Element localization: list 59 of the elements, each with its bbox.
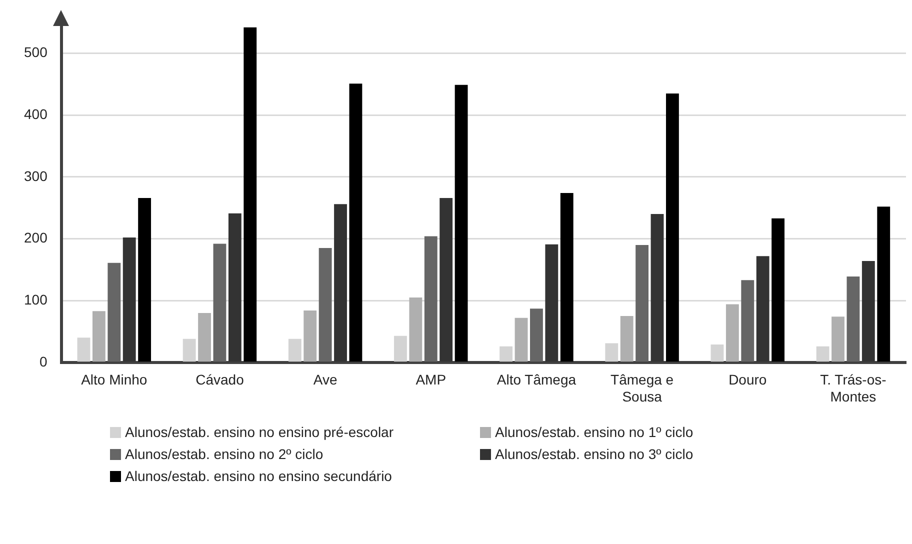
bar xyxy=(560,193,574,362)
bar xyxy=(349,84,362,362)
bar xyxy=(772,218,784,362)
bar xyxy=(741,280,754,362)
x-tick-label: Alto Minho xyxy=(81,372,148,388)
bar xyxy=(605,343,618,362)
legend-label: Alunos/estab. ensino no 1º ciclo xyxy=(495,424,694,440)
legend-label: Alunos/estab. ensino no 2º ciclo xyxy=(125,446,324,462)
legend-label: Alunos/estab. ensino no ensino secundário xyxy=(125,468,392,484)
legend-label: Alunos/estab. ensino no ensino pré-escolar xyxy=(125,424,394,440)
x-tick-label: Douro xyxy=(728,372,767,388)
bar xyxy=(334,204,347,362)
bar xyxy=(710,344,724,362)
bar xyxy=(500,346,513,362)
bar xyxy=(440,198,453,362)
bar xyxy=(288,338,302,362)
bar xyxy=(213,244,226,362)
y-tick-label: 300 xyxy=(24,168,48,184)
bar xyxy=(122,238,136,362)
bar xyxy=(228,213,242,362)
bar xyxy=(726,304,739,362)
y-tick-label: 0 xyxy=(40,353,48,370)
bar xyxy=(620,316,634,362)
x-tick-label: Alto Tâmega xyxy=(496,372,576,388)
bar xyxy=(530,308,543,362)
x-tick-label: Ave xyxy=(313,372,338,388)
bar xyxy=(304,310,317,362)
bar xyxy=(92,311,106,362)
bar xyxy=(454,84,468,362)
x-tick-label: AMP xyxy=(416,372,446,388)
bar xyxy=(514,318,528,362)
y-tick-label: 100 xyxy=(24,291,48,308)
bar xyxy=(816,346,830,362)
legend-label: Alunos/estab. ensino no 3º ciclo xyxy=(495,446,694,462)
bar xyxy=(409,297,422,362)
bar xyxy=(424,236,438,362)
bar xyxy=(77,338,90,362)
bar xyxy=(244,27,257,362)
x-tick-label: T. Trás-os-Montes xyxy=(820,372,887,404)
y-tick-label: 200 xyxy=(24,230,48,246)
bar xyxy=(394,336,407,362)
x-tick-label: Tâmega e Sousa xyxy=(610,372,674,404)
bar xyxy=(650,214,664,362)
bar xyxy=(198,312,211,362)
bar xyxy=(182,338,196,362)
bar xyxy=(832,316,844,362)
y-tick-label: 400 xyxy=(24,106,48,122)
bar xyxy=(862,261,875,362)
x-tick-label: Cávado xyxy=(196,372,244,388)
bar xyxy=(138,198,152,362)
bar xyxy=(877,206,890,362)
bar xyxy=(756,256,770,362)
bar xyxy=(846,276,860,362)
bar xyxy=(108,262,121,362)
bar xyxy=(636,244,649,362)
bar xyxy=(666,93,679,362)
bar xyxy=(318,248,332,362)
y-tick-label: 500 xyxy=(24,44,48,60)
bar xyxy=(545,244,558,362)
